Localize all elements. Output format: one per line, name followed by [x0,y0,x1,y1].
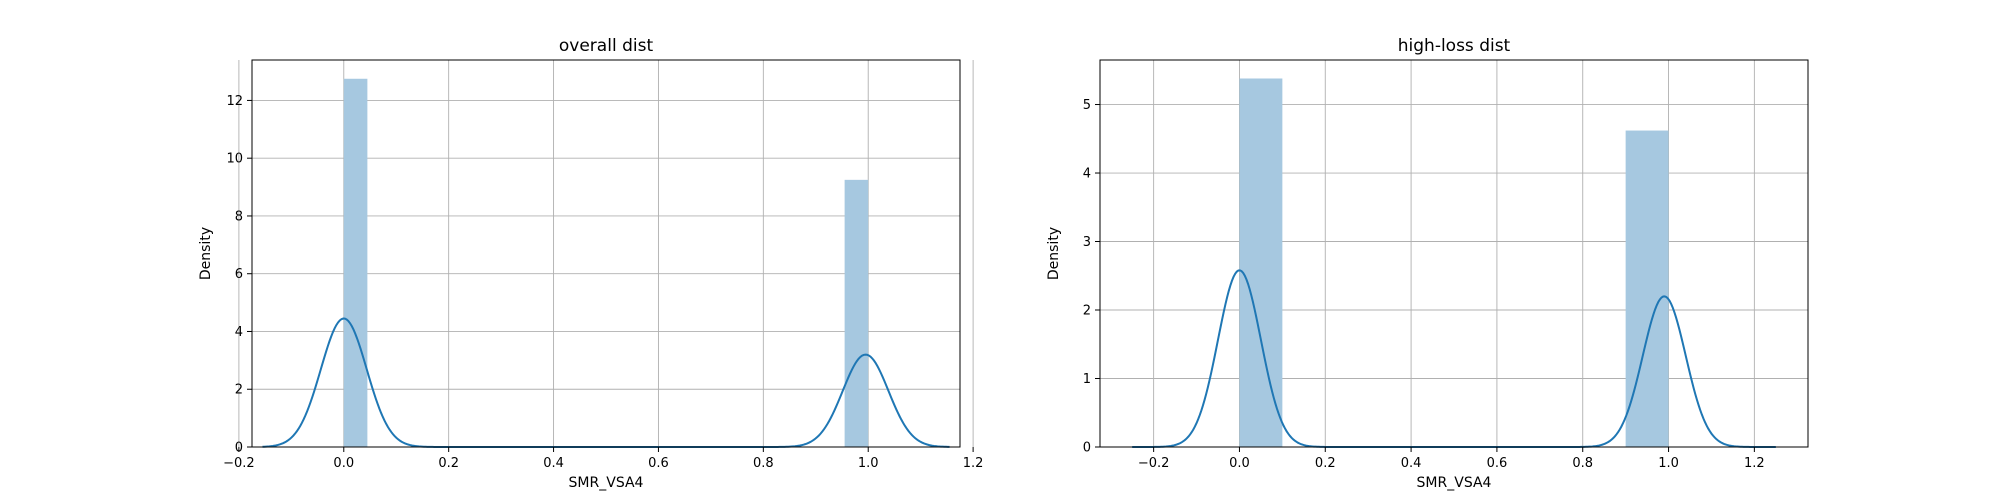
chart-high-loss-dist: −0.2 0.0 0.2 0.4 0.6 0.8 1.0 1.2 0 1 2 3 4 5 high-loss… [1046,36,1809,491]
axes-frame [251,59,961,448]
y-tick-label: 2 [1083,304,1091,319]
chart-overall-dist: −0.2 0.0 0.2 0.4 0.6 0.8 1.0 1.2 0 2 4 6 8 10 12 overal… [198,36,983,491]
x-tick-label: 0.8 [753,456,774,471]
x-tick-label: 1.2 [963,456,984,471]
x-tick-label: 0.4 [543,456,564,471]
x-tick-label: −0.2 [1138,456,1170,471]
y-axis-label: Density [198,227,214,280]
y-tick-label: 3 [1083,235,1091,250]
x-tick-label: 0.8 [1572,456,1593,471]
x-axis-label: SMR_VSA4 [569,475,644,491]
histogram-bar [343,78,368,448]
x-tick-label: 0.2 [438,456,459,471]
x-tick-label: 0.2 [1315,456,1336,471]
axes-frame [1099,59,1809,448]
x-tick-label: −0.2 [223,456,255,471]
y-tick-label: 4 [1083,167,1091,182]
chart-title: high-loss dist [1398,36,1511,56]
y-tick-label: 0 [1083,441,1091,456]
y-tick-label: 5 [1083,98,1091,113]
x-tick-label: 0.0 [333,456,354,471]
x-tick-label: 0.0 [1229,456,1250,471]
y-tick-label: 4 [235,325,243,340]
y-tick-label: 10 [226,152,243,167]
chart-title: overall dist [559,36,654,56]
x-tick-label: 0.6 [1487,456,1508,471]
y-tick-label: 2 [235,383,243,398]
x-tick-label: 0.6 [648,456,669,471]
histogram-bar [1239,78,1283,448]
y-tick-label: 8 [235,209,243,224]
y-tick-label: 12 [226,94,243,109]
x-axis-label: SMR_VSA4 [1417,475,1492,491]
kde-line [1132,269,1776,448]
x-tick-label: 0.4 [1401,456,1422,471]
y-tick-label: 0 [235,441,243,456]
histogram-bar [844,179,869,447]
x-tick-label: 1.0 [858,456,879,471]
x-tick-label: 1.2 [1744,456,1765,471]
y-axis-label: Density [1046,227,1062,280]
x-tick-label: 1.0 [1658,456,1679,471]
y-tick-label: 6 [235,267,243,282]
y-tick-label: 1 [1083,372,1091,387]
